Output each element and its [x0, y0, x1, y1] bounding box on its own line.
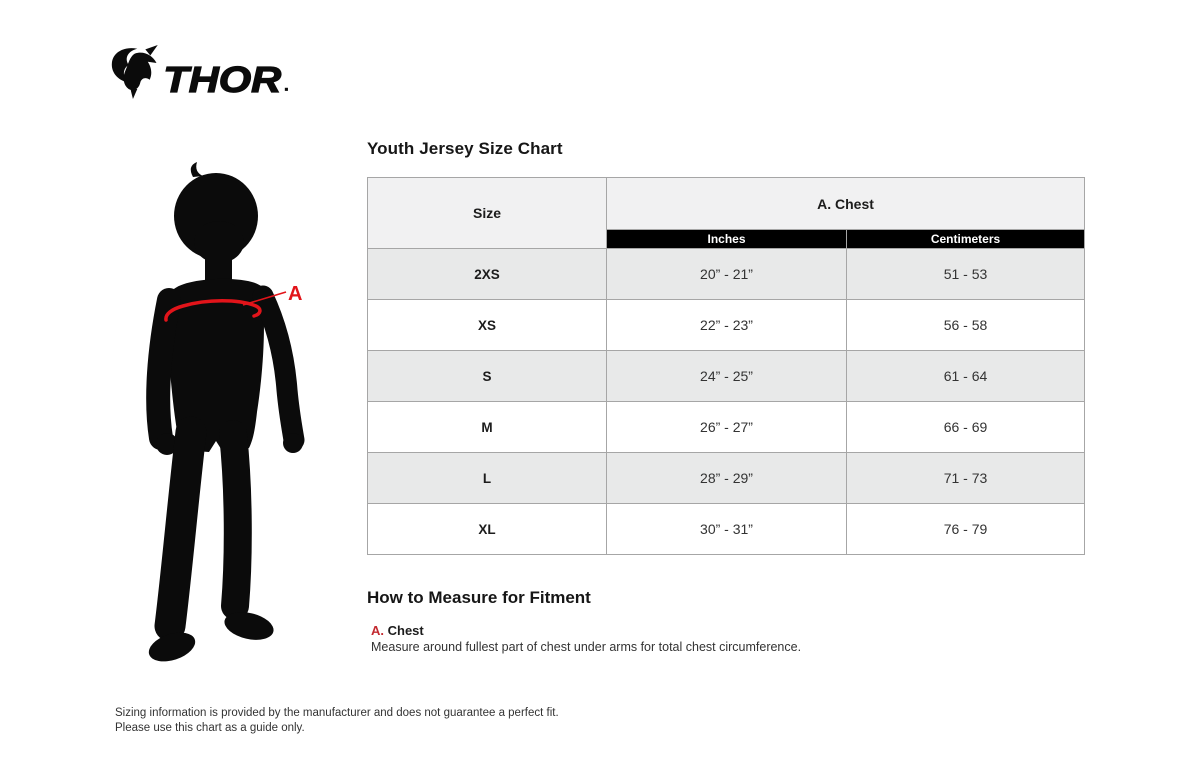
centimeters-cell: 61 - 64	[845, 350, 1086, 402]
size-cell: L	[367, 452, 607, 504]
table-row-l: L 28” - 29” 71 - 73	[367, 452, 1086, 504]
table-row-xs: XS 22” - 23” 56 - 58	[367, 299, 1086, 351]
centimeters-cell: 56 - 58	[845, 299, 1086, 351]
centimeters-cell: 76 - 79	[845, 503, 1086, 555]
inches-cell: 22” - 23”	[606, 299, 847, 351]
disclaimer-footer: Sizing information is provided by the ma…	[115, 706, 559, 736]
disclaimer-line-2: Please use this chart as a guide only.	[115, 722, 305, 734]
inches-cell: 24” - 25”	[606, 350, 847, 402]
child-silhouette	[146, 162, 305, 662]
centimeters-cell: 71 - 73	[845, 452, 1086, 504]
measure-section-heading: How to Measure for Fitment	[367, 588, 591, 607]
annotation-pointer-line	[242, 291, 287, 306]
goat-head-icon	[111, 45, 158, 99]
chest-group-header: A. Chest	[605, 177, 1086, 230]
chest-measure-annotation: A	[164, 283, 302, 322]
inches-unit-header: Inches	[606, 229, 847, 249]
size-cell: XS	[367, 299, 607, 351]
size-cell: S	[367, 350, 607, 402]
measure-point-name: Chest	[387, 623, 424, 638]
page-title: Youth Jersey Size Chart	[367, 139, 563, 158]
table-row-2xs: 2XS 20” - 21” 51 - 53	[367, 248, 1086, 300]
inches-cell: 28” - 29”	[606, 452, 847, 504]
measure-point-key: A.	[371, 623, 384, 638]
table-row-m: M 26” - 27” 66 - 69	[367, 401, 1086, 453]
size-chart-table: Size A. Chest Inches Centimeters 2XS 20”…	[367, 177, 1086, 555]
size-cell: M	[367, 401, 607, 453]
centimeters-cell: 51 - 53	[845, 248, 1086, 300]
measure-point-chest: A. Chest Measure around fullest part of …	[371, 623, 931, 654]
size-column-header: Size	[367, 177, 607, 249]
trademark-dot	[284, 87, 288, 91]
table-row-s: S 24” - 25” 61 - 64	[367, 350, 1086, 402]
disclaimer-line-1: Sizing information is provided by the ma…	[115, 707, 559, 719]
table-row-xl: XL 30” - 31” 76 - 79	[367, 503, 1086, 555]
centimeters-cell: 66 - 69	[845, 401, 1086, 453]
measure-point-description: Measure around fullest part of chest und…	[371, 640, 802, 654]
chest-measure-band	[164, 299, 262, 322]
size-cell: XL	[367, 503, 607, 555]
child-silhouette-figure: A	[146, 162, 305, 662]
annotation-label-a: A	[288, 283, 302, 305]
centimeters-unit-header: Centimeters	[845, 229, 1086, 249]
thor-logo: THOR	[111, 45, 288, 101]
inches-cell: 26” - 27”	[606, 401, 847, 453]
measure-point-title: A. Chest	[371, 623, 931, 638]
inches-cell: 20” - 21”	[606, 248, 847, 300]
size-cell: 2XS	[367, 248, 607, 300]
brand-wordmark: THOR	[163, 59, 281, 100]
inches-cell: 30” - 31”	[606, 503, 847, 555]
